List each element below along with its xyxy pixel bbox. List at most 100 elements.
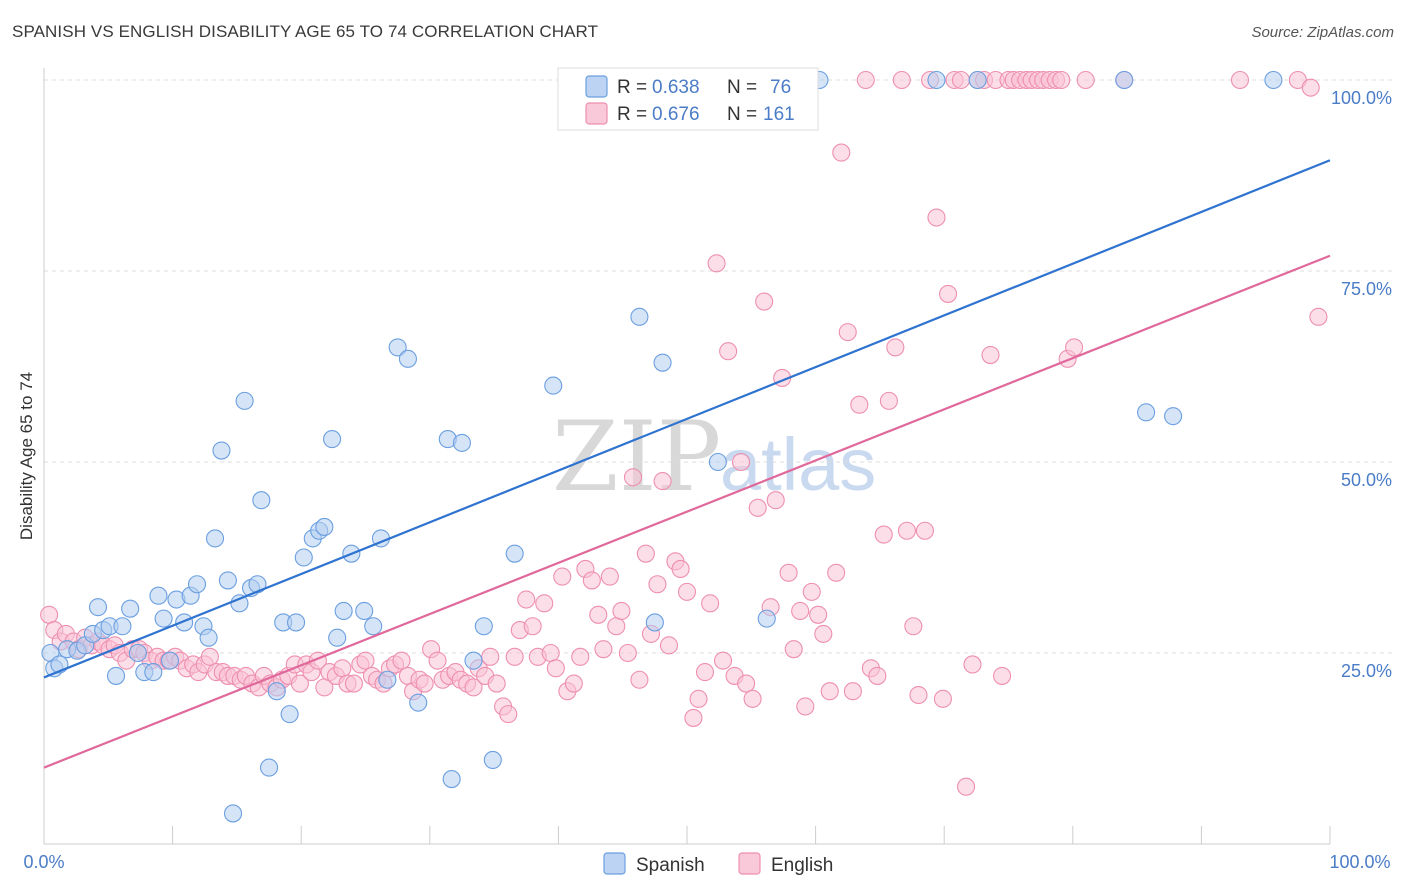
spanish-point	[106, 666, 126, 685]
english-point	[582, 571, 601, 590]
spanish-point	[708, 452, 727, 472]
english-point	[517, 590, 536, 609]
spanish-point	[483, 750, 502, 770]
spanish-point	[442, 770, 461, 789]
spanish-point	[287, 613, 306, 632]
english-point	[886, 338, 905, 357]
english-point	[951, 70, 970, 90]
english-trend-line	[43, 254, 1331, 769]
english-point	[659, 636, 679, 655]
spanish-point	[121, 599, 140, 618]
english-point	[671, 559, 690, 579]
english-point	[428, 651, 447, 670]
source-credit: Source: ZipAtlas.com	[1251, 24, 1394, 41]
spanish-point	[205, 529, 225, 548]
chart-title: SPANISH VS ENGLISH DISABILITY AGE 65 TO …	[12, 22, 599, 41]
english-point	[779, 563, 798, 582]
spanish-point	[149, 586, 168, 605]
legend-r-label-spanish: R =	[617, 77, 647, 98]
english-point	[612, 601, 631, 621]
english-point	[618, 643, 637, 663]
english-point	[40, 605, 59, 624]
legend-n-value-spanish: 76	[770, 77, 791, 98]
english-point	[564, 674, 583, 693]
english-point	[719, 342, 738, 361]
english-point	[600, 567, 619, 586]
english-point	[827, 563, 846, 582]
english-point	[843, 682, 862, 701]
spanish-point	[144, 663, 163, 682]
legend-r-value-english: 0.676	[652, 104, 700, 125]
spanish-point	[252, 491, 271, 510]
english-point	[1052, 70, 1071, 90]
spanish-swatch	[585, 75, 608, 98]
english-point	[766, 491, 785, 510]
spanish-point	[160, 651, 180, 670]
english-point	[748, 498, 767, 517]
spanish-point	[378, 670, 397, 689]
english-point	[648, 575, 667, 594]
spanish-point	[199, 628, 218, 647]
english-point	[630, 670, 649, 689]
spanish-point	[212, 441, 231, 460]
english-point	[481, 647, 500, 666]
english-point	[731, 452, 751, 472]
legend-n-label-spanish: N =	[727, 77, 757, 98]
english-point	[200, 647, 219, 666]
spanish-point	[259, 758, 279, 777]
spanish-point	[1137, 403, 1156, 422]
english-point	[523, 617, 542, 636]
english-point	[607, 617, 626, 636]
legend-n-value-english: 161	[763, 104, 795, 125]
english-point	[915, 521, 934, 540]
english-point	[677, 582, 697, 601]
english-point	[464, 678, 483, 697]
english-point	[838, 323, 857, 342]
english-point	[791, 601, 810, 621]
spanish-point	[927, 70, 946, 90]
english-point	[1309, 307, 1328, 326]
spanish-point	[334, 601, 353, 621]
y-tick-label: 50.0%	[1341, 470, 1392, 490]
english-point	[487, 674, 506, 693]
spanish-point	[452, 433, 472, 452]
english-point	[897, 521, 916, 540]
english-point	[499, 705, 518, 724]
gridlines	[44, 79, 1392, 654]
english-point	[415, 674, 434, 693]
english-point	[743, 689, 762, 708]
english-point	[290, 674, 309, 693]
english-point	[1230, 70, 1250, 90]
x-axis-ticks	[43, 826, 1331, 844]
spanish-point	[280, 705, 299, 724]
x-tick-label-left: 0.0%	[23, 852, 64, 872]
english-point	[909, 685, 928, 705]
english-point	[850, 395, 869, 414]
english-point	[713, 651, 733, 670]
legend-english-swatch	[738, 852, 761, 875]
spanish-point	[505, 544, 524, 563]
english-point	[636, 544, 655, 563]
english-point	[904, 617, 923, 636]
spanish-point	[1115, 70, 1134, 90]
english-point	[546, 659, 565, 678]
spanish-point	[388, 338, 407, 357]
english-point	[927, 208, 946, 227]
english-point	[1301, 78, 1320, 97]
series-legend: Spanish English	[603, 852, 833, 876]
english-point	[571, 647, 590, 666]
english-point	[814, 624, 833, 643]
spanish-point	[1164, 407, 1183, 426]
english-swatch	[585, 102, 608, 125]
english-point	[820, 682, 839, 701]
spanish-point	[218, 571, 237, 590]
english-point	[695, 663, 715, 682]
english-point	[755, 292, 774, 311]
y-tick-label: 100.0%	[1331, 88, 1392, 108]
spanish-point	[464, 651, 483, 670]
spanish-point	[355, 601, 374, 621]
legend-spanish-label: Spanish	[636, 855, 705, 876]
english-point	[981, 345, 1000, 365]
spanish-point	[968, 70, 987, 90]
english-point	[392, 651, 411, 670]
